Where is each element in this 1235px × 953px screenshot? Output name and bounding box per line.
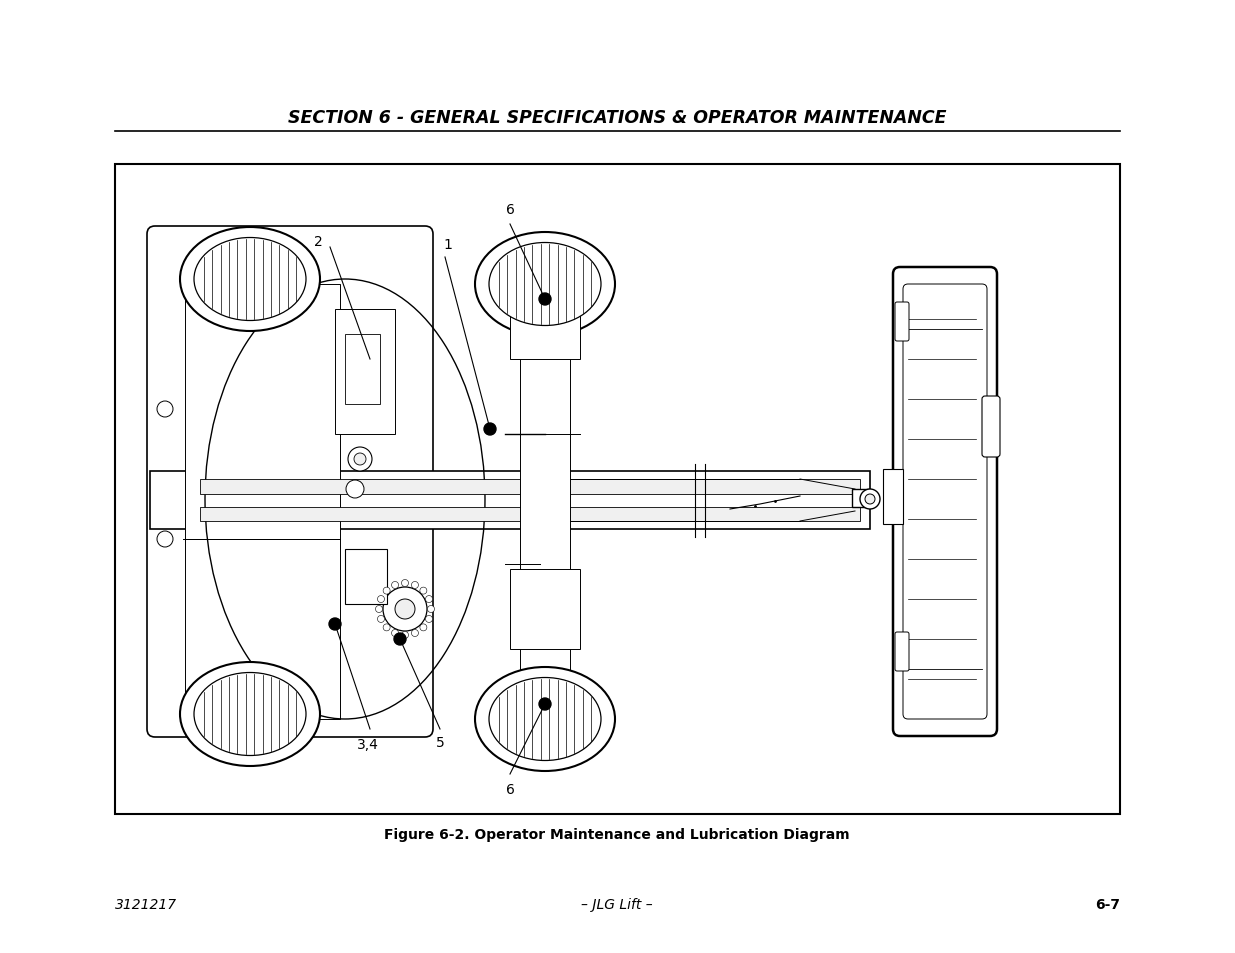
Ellipse shape (489, 678, 601, 760)
Circle shape (864, 495, 876, 504)
FancyBboxPatch shape (895, 303, 909, 341)
Circle shape (346, 480, 364, 498)
Text: 6-7: 6-7 (1095, 897, 1120, 911)
Bar (345, 335, 380, 405)
Circle shape (354, 454, 366, 465)
Ellipse shape (194, 238, 306, 321)
Text: – JLG Lift –: – JLG Lift – (582, 897, 653, 911)
Bar (345, 550, 387, 604)
Circle shape (401, 579, 409, 587)
Circle shape (378, 596, 384, 603)
Circle shape (401, 632, 409, 639)
Circle shape (538, 294, 551, 306)
Circle shape (411, 582, 419, 589)
Circle shape (391, 582, 399, 589)
Ellipse shape (475, 667, 615, 771)
Bar (883, 470, 903, 524)
Circle shape (383, 624, 390, 631)
Ellipse shape (194, 673, 306, 756)
Circle shape (395, 599, 415, 619)
Ellipse shape (475, 233, 615, 336)
Circle shape (538, 699, 551, 710)
FancyBboxPatch shape (147, 227, 433, 738)
Text: 6: 6 (505, 782, 515, 796)
Bar (510, 569, 580, 649)
Bar (200, 507, 860, 521)
Ellipse shape (489, 243, 601, 326)
Circle shape (383, 587, 427, 631)
Circle shape (484, 423, 496, 436)
FancyBboxPatch shape (903, 285, 987, 720)
Ellipse shape (180, 228, 320, 332)
Bar (115, 165, 1120, 814)
Bar (852, 490, 869, 507)
Text: 3121217: 3121217 (115, 897, 177, 911)
Circle shape (394, 634, 406, 645)
Bar (510, 280, 580, 359)
FancyBboxPatch shape (893, 268, 997, 737)
Circle shape (391, 630, 399, 637)
Text: 1: 1 (443, 237, 452, 252)
Circle shape (420, 587, 427, 595)
FancyBboxPatch shape (982, 396, 1000, 457)
Circle shape (329, 618, 341, 630)
FancyBboxPatch shape (895, 633, 909, 671)
Text: 3,4: 3,4 (357, 738, 379, 751)
Circle shape (157, 532, 173, 547)
Bar (335, 310, 395, 435)
Circle shape (860, 490, 881, 510)
Bar (200, 479, 860, 495)
Bar (149, 472, 869, 530)
Circle shape (426, 596, 432, 603)
Circle shape (426, 616, 432, 623)
Circle shape (427, 606, 435, 613)
Circle shape (157, 401, 173, 417)
Text: 5: 5 (436, 735, 445, 749)
Bar (185, 285, 340, 539)
Circle shape (420, 624, 427, 631)
Bar (185, 539, 340, 720)
Text: 6: 6 (505, 203, 515, 216)
Circle shape (378, 616, 384, 623)
Circle shape (375, 606, 383, 613)
Bar (520, 280, 571, 695)
Circle shape (411, 630, 419, 637)
Text: SECTION 6 - GENERAL SPECIFICATIONS & OPERATOR MAINTENANCE: SECTION 6 - GENERAL SPECIFICATIONS & OPE… (288, 109, 946, 127)
Text: Figure 6-2. Operator Maintenance and Lubrication Diagram: Figure 6-2. Operator Maintenance and Lub… (384, 827, 850, 841)
Text: 2: 2 (314, 234, 322, 249)
Circle shape (383, 587, 390, 595)
Circle shape (348, 448, 372, 472)
Ellipse shape (180, 662, 320, 766)
